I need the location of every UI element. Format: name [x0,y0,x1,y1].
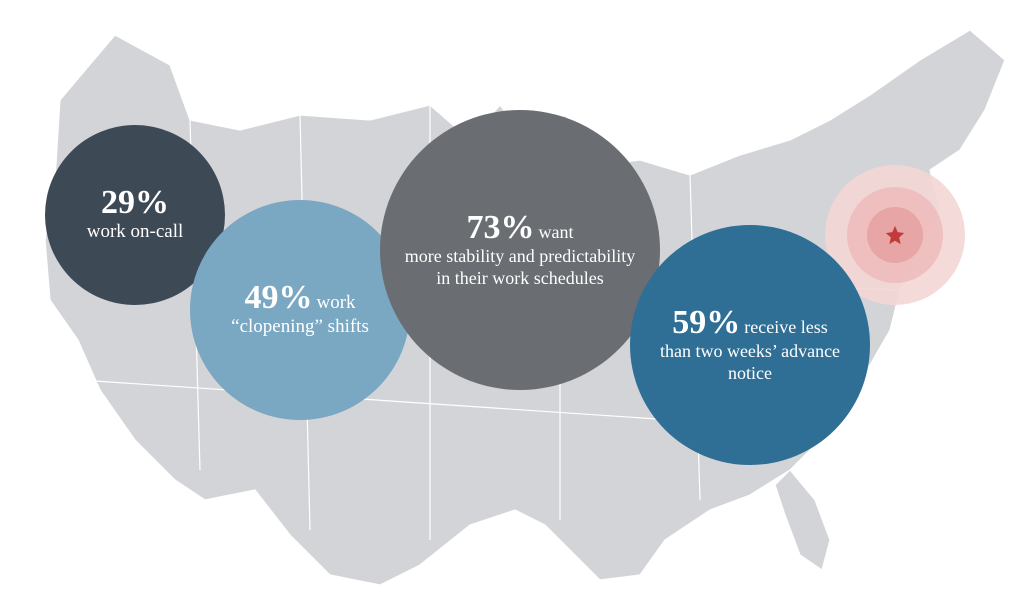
stat-desc-prefix: work [316,292,355,313]
stat-bubble-stability: 73% want more stability and predictabilit… [380,110,660,390]
stat-desc: “clopening” shifts [231,315,369,339]
stat-percent: 29% [101,186,169,220]
stat-bubble-advance-notice: 59% receive less than two weeks’ advance … [630,225,870,465]
stat-bubble-clopening: 49% work“clopening” shifts [190,200,410,420]
stat-desc-prefix: want [539,222,574,242]
stat-desc: work on-call [87,220,184,244]
star-icon [884,224,906,246]
stat-desc: more stability and predictability in the… [401,245,639,290]
stat-percent: 49% [244,279,312,316]
stat-percent: 73% [467,209,535,246]
stat-desc: than two weeks’ advance notice [648,340,852,385]
stat-percent: 59% [672,304,740,341]
stat-desc-prefix: receive less [744,317,827,337]
